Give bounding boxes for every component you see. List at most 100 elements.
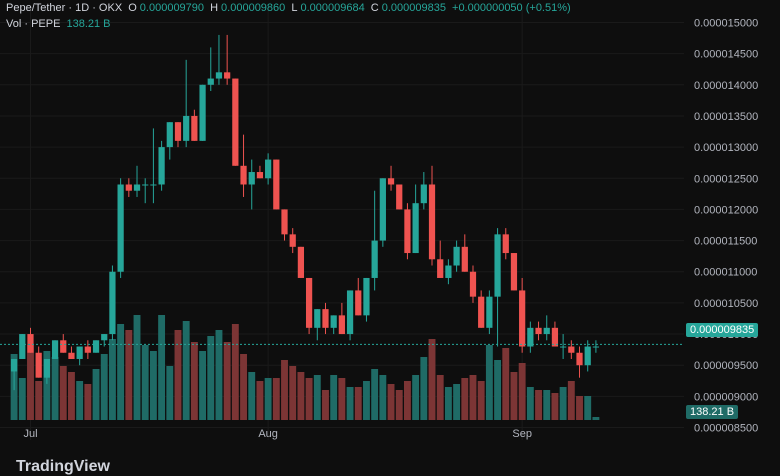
candle-body xyxy=(551,327,559,347)
volume-bar xyxy=(576,396,583,420)
time-axis[interactable]: Jul Aug Sep xyxy=(23,428,531,440)
candle-body xyxy=(125,184,132,191)
open-label: O xyxy=(128,2,137,14)
price-axis[interactable]: 0.000015000 0.000014500 0.000014000 0.00001… xyxy=(694,17,758,434)
volume-bar xyxy=(35,381,43,420)
high-value: 0.000009860 xyxy=(221,2,286,14)
volume-bar xyxy=(395,390,403,420)
candle-body xyxy=(469,271,477,297)
volume-bar xyxy=(27,345,34,420)
candle-body xyxy=(191,115,198,141)
candle-body xyxy=(265,159,272,179)
candle-body xyxy=(27,334,34,353)
candle-body xyxy=(92,340,100,353)
candle-body xyxy=(101,334,108,341)
volume-bar xyxy=(207,336,215,420)
volume-bar xyxy=(346,387,354,420)
volume-bars xyxy=(10,315,600,420)
high-label: H xyxy=(210,2,219,14)
candle-body xyxy=(371,240,378,278)
volume-bar xyxy=(59,366,67,420)
candle-body xyxy=(51,340,59,359)
volume-bar xyxy=(420,357,428,420)
candle-body xyxy=(568,346,575,353)
volume-bar xyxy=(248,372,256,420)
candle-body xyxy=(461,246,468,272)
volume-bar xyxy=(510,372,518,420)
volume-bar xyxy=(584,396,592,420)
volume-bar xyxy=(551,393,559,420)
y-tick-label: 0.000013500 xyxy=(694,111,758,123)
volume-bar xyxy=(43,351,51,420)
tradingview-logo[interactable]: TradingView xyxy=(16,458,110,475)
volume-bar xyxy=(535,390,542,420)
candle-body xyxy=(396,184,403,210)
volume-bar xyxy=(117,324,125,420)
volume-bar xyxy=(461,378,469,420)
candle-body xyxy=(404,209,411,254)
candle-body xyxy=(379,178,386,241)
volume-bar xyxy=(305,378,313,420)
volume-bar xyxy=(403,381,411,420)
volume-bar xyxy=(567,381,575,420)
candle-body xyxy=(543,327,550,335)
candle-body xyxy=(232,78,239,166)
volume-bar xyxy=(428,339,436,420)
volume-bar xyxy=(215,330,223,420)
candle-body xyxy=(215,72,223,79)
candle-body xyxy=(256,172,264,179)
volume-bar xyxy=(477,381,485,420)
volume-bar xyxy=(199,351,207,420)
volume-bar xyxy=(264,378,272,420)
y-tick-label: 0.000012000 xyxy=(694,204,758,216)
volume-bar xyxy=(592,417,600,420)
candle-body xyxy=(584,346,591,366)
candle-body xyxy=(510,253,518,291)
volume-bar xyxy=(76,381,84,420)
candle-body xyxy=(387,178,395,185)
candle-body xyxy=(109,271,116,335)
volume-bar xyxy=(281,360,288,420)
volume-bar xyxy=(18,378,26,420)
price-candles xyxy=(10,34,600,391)
candle-body xyxy=(314,309,321,328)
y-tick-label: 0.000014000 xyxy=(694,80,758,92)
volume-bar xyxy=(182,321,190,420)
candle-body xyxy=(60,340,67,353)
volume-bar xyxy=(485,345,493,420)
volume-badge: 138.21 B xyxy=(686,405,739,419)
candle-body xyxy=(527,327,534,347)
volume-bar xyxy=(543,390,551,420)
candle-body xyxy=(76,346,83,359)
candle-body xyxy=(412,203,419,254)
candle-body xyxy=(183,115,190,141)
candle-body xyxy=(199,84,206,141)
volume-bar xyxy=(387,384,395,420)
volume-bar xyxy=(190,342,198,420)
y-tick-label: 0.000015000 xyxy=(694,17,758,29)
y-tick-label: 0.000011000 xyxy=(694,267,757,279)
candle-body xyxy=(322,309,329,328)
close-value: 0.000009835 xyxy=(381,2,446,14)
volume-legend: Vol · PEPE 138.21 B xyxy=(6,18,114,30)
volume-bar xyxy=(379,375,387,420)
volume-bar xyxy=(453,384,461,420)
candle-body xyxy=(428,184,436,260)
volume-bar xyxy=(125,330,133,420)
volume-bar xyxy=(231,324,239,420)
volume-bar xyxy=(322,390,329,420)
volume-bar xyxy=(502,348,510,420)
candle-body xyxy=(117,184,124,272)
candle-body xyxy=(158,147,165,185)
volume-bar xyxy=(223,342,231,420)
volume-bar xyxy=(84,384,92,420)
volume-label: Vol · PEPE xyxy=(6,18,61,30)
candle-body xyxy=(207,78,214,85)
candle-body xyxy=(240,165,247,185)
candle-body xyxy=(35,352,42,378)
volume-bar xyxy=(240,354,247,420)
volume-bar xyxy=(526,387,534,420)
candle-body xyxy=(346,290,354,335)
candle-body xyxy=(420,184,427,204)
